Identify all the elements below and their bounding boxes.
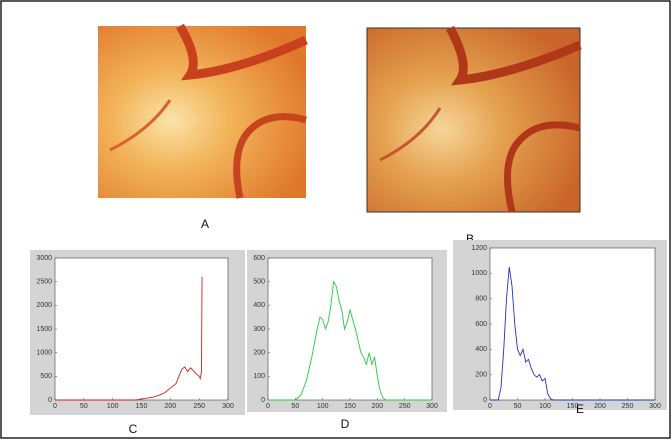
x-tick-label: 200 — [594, 403, 606, 410]
y-tick-label: 1000 — [471, 270, 487, 277]
y-tick-label: 2000 — [36, 302, 52, 309]
y-tick-label: 0 — [261, 397, 265, 404]
x-tick-label: 250 — [399, 403, 411, 410]
x-tick-label: 0 — [488, 403, 492, 410]
y-tick-label: 1000 — [36, 350, 52, 357]
y-tick-label: 300 — [253, 326, 265, 333]
x-tick-label: 50 — [80, 403, 88, 410]
panel-label: E — [576, 402, 584, 416]
x-tick-label: 0 — [53, 403, 57, 410]
y-tick-label: 400 — [475, 346, 487, 353]
histogram-line — [490, 266, 655, 401]
plot-area — [489, 247, 656, 401]
y-tick-label: 1500 — [36, 326, 52, 333]
x-tick-label: 300 — [649, 403, 661, 410]
y-tick-label: 500 — [253, 279, 265, 286]
x-tick-label: 300 — [426, 403, 438, 410]
histogram-line — [268, 280, 432, 401]
panel-label: D — [341, 417, 350, 431]
y-tick-label: 2500 — [36, 279, 52, 286]
x-tick-label: 250 — [193, 403, 205, 410]
panel-label: A — [201, 217, 209, 231]
x-tick-label: 300 — [222, 403, 234, 410]
x-tick-label: 0 — [266, 403, 270, 410]
y-tick-label: 100 — [253, 373, 265, 380]
y-tick-label: 400 — [253, 302, 265, 309]
x-tick-label: 100 — [539, 403, 551, 410]
y-tick-label: 1200 — [471, 245, 487, 252]
y-tick-label: 600 — [253, 255, 265, 262]
x-tick-label: 50 — [514, 403, 522, 410]
y-tick-label: 200 — [475, 372, 487, 379]
y-tick-label: 600 — [475, 321, 487, 328]
plot-area — [267, 257, 433, 401]
x-tick-label: 50 — [291, 403, 299, 410]
x-tick-label: 100 — [317, 403, 329, 410]
x-tick-label: 200 — [371, 403, 383, 410]
y-tick-label: 0 — [483, 397, 487, 404]
image-b — [366, 25, 582, 213]
image-a — [98, 23, 308, 199]
panel-label: B — [466, 232, 474, 246]
histogram-line — [55, 276, 203, 401]
y-tick-label: 800 — [475, 296, 487, 303]
y-tick-label: 3000 — [36, 255, 52, 262]
panel-label: C — [129, 422, 138, 436]
x-tick-label: 200 — [164, 403, 176, 410]
y-tick-label: 500 — [40, 373, 52, 380]
x-tick-label: 100 — [107, 403, 119, 410]
y-tick-label: 200 — [253, 350, 265, 357]
y-tick-label: 0 — [48, 397, 52, 404]
x-tick-label: 150 — [567, 403, 579, 410]
x-tick-label: 150 — [344, 403, 356, 410]
x-tick-label: 150 — [136, 403, 148, 410]
x-tick-label: 250 — [622, 403, 634, 410]
